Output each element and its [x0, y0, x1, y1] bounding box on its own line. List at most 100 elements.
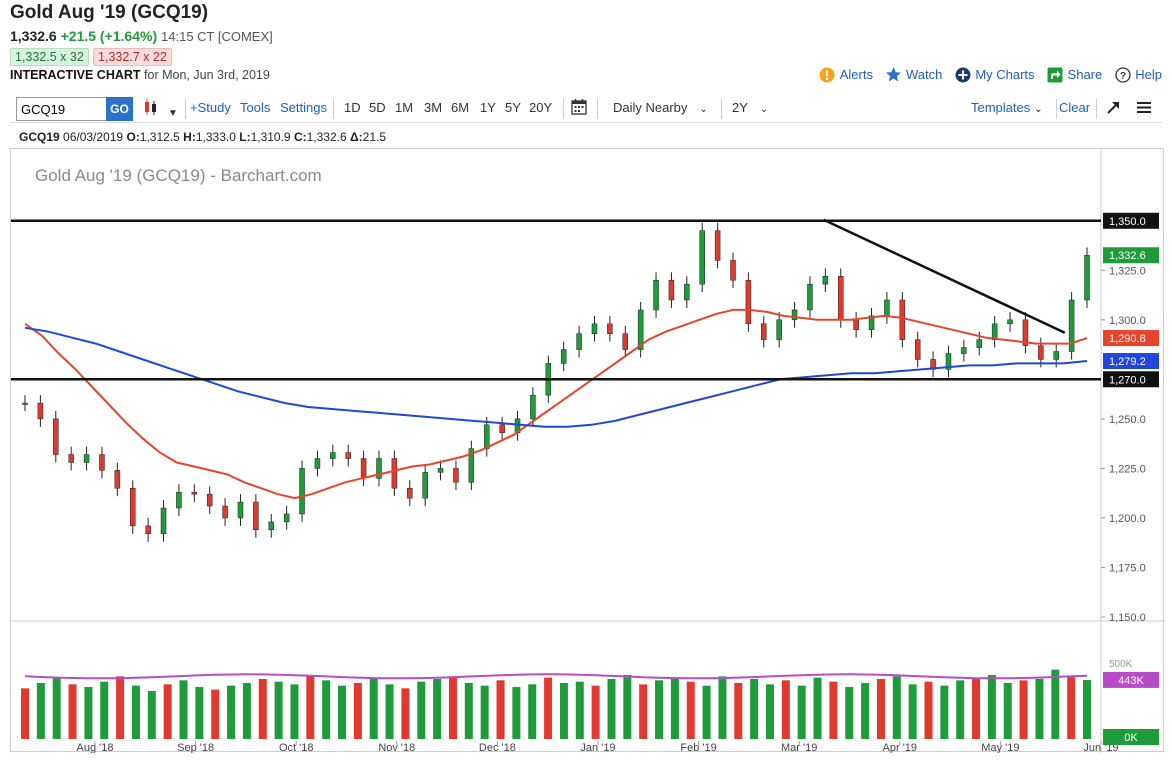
- candle-body: [176, 491, 182, 509]
- volume-bar: [670, 677, 679, 739]
- period-1m[interactable]: 1M: [395, 100, 414, 115]
- interactive-chart-label: INTERACTIVE CHART: [10, 68, 141, 82]
- volume-bar: [242, 683, 251, 739]
- candle-body: [129, 487, 136, 527]
- candle-body: [822, 275, 829, 285]
- period-5d[interactable]: 5D: [369, 100, 386, 115]
- ohlc-low: 1,310.9: [250, 130, 291, 144]
- expand-button[interactable]: [1106, 99, 1120, 118]
- candle-body: [314, 458, 321, 469]
- period-1d[interactable]: 1D: [344, 100, 361, 115]
- toolbar-divider: [185, 99, 186, 119]
- price-label-support: 1,270.0: [1109, 374, 1146, 386]
- symbol-input[interactable]: [16, 97, 110, 121]
- trend-line: [823, 218, 1066, 334]
- date-tick-label: Aug '18: [77, 742, 114, 753]
- candle-body: [899, 299, 906, 340]
- clear-button[interactable]: Clear: [1059, 100, 1091, 115]
- ohlc-date: 06/03/2019: [63, 130, 124, 144]
- toolbar-divider: [563, 99, 564, 119]
- share-link[interactable]: Share: [1047, 66, 1103, 83]
- price-change: +21.5 (+1.64%): [60, 28, 158, 44]
- price-tick-label: 1,175.0: [1109, 562, 1146, 574]
- candle-body: [422, 472, 428, 499]
- candle-body: [499, 424, 505, 434]
- period-3m[interactable]: 3M: [424, 100, 443, 115]
- tools-button[interactable]: Tools: [240, 100, 271, 115]
- period-20y[interactable]: 20Y: [529, 100, 553, 115]
- menu-button[interactable]: [1136, 99, 1152, 118]
- price-label-resistance-bg: [1103, 212, 1159, 229]
- candle-body: [961, 347, 967, 354]
- share-label: Share: [1067, 67, 1103, 82]
- price-tick-label: 1,225.0: [1109, 463, 1146, 475]
- add-study-button[interactable]: +Study: [190, 100, 231, 115]
- volume-bar: [987, 675, 996, 739]
- date-tick-label: Feb '19: [680, 742, 716, 753]
- volume-bar: [163, 684, 172, 739]
- volume-panel: 443K 0K 500K: [21, 659, 1159, 745]
- candle-body: [853, 319, 859, 330]
- candle-body: [391, 458, 398, 489]
- help-link[interactable]: ? Help: [1114, 66, 1162, 83]
- period-1y[interactable]: 1Y: [480, 100, 496, 115]
- volume-bar: [972, 677, 981, 739]
- volume-bar: [480, 685, 489, 739]
- svg-text:?: ?: [1120, 71, 1126, 82]
- templates-label: Templates: [971, 100, 1031, 115]
- go-button[interactable]: GO: [106, 97, 133, 121]
- candle-body: [776, 319, 782, 340]
- candle-body: [560, 349, 567, 364]
- settings-button[interactable]: Settings: [280, 100, 327, 115]
- price-label-support-bg: [1103, 371, 1159, 388]
- date-tick-label: May '19: [981, 742, 1019, 753]
- candle-body: [1022, 319, 1029, 346]
- volume-bar: [607, 679, 616, 739]
- chart-date: for Mon, Jun 3rd, 2019: [144, 68, 270, 82]
- volume-bar: [195, 687, 204, 739]
- chart-canvas[interactable]: Gold Aug '19 (GCQ19) - Barchart.com 1,32…: [11, 149, 1165, 754]
- plus-circle-icon: [954, 66, 971, 83]
- calendar-icon: [571, 99, 587, 115]
- page-title: Gold Aug '19 (GCQ19): [10, 2, 209, 23]
- candle-body: [714, 230, 721, 261]
- price-labels: 1,350.0 1,332.6 1,290.8 1,279.2 1,270.0: [1103, 212, 1159, 388]
- alerts-link[interactable]: Alerts: [819, 66, 873, 83]
- period-6m[interactable]: 6M: [451, 100, 470, 115]
- price-chart[interactable]: Gold Aug '19 (GCQ19) - Barchart.com 1,32…: [10, 148, 1165, 754]
- ohlc-readout: GCQ19 06/03/2019 O:1,312.5 H:1,333.0 L:1…: [19, 130, 386, 144]
- volume-bar: [84, 687, 93, 739]
- ma50-line: [24, 308, 1088, 500]
- chart-type-selector[interactable]: ▼: [142, 98, 178, 119]
- candle-body: [268, 521, 275, 531]
- calendar-button[interactable]: [571, 98, 587, 118]
- watch-link[interactable]: Watch: [885, 66, 942, 83]
- candle-body: [1084, 254, 1090, 301]
- my-charts-link[interactable]: My Charts: [954, 66, 1035, 83]
- range-value: 2Y: [732, 100, 748, 115]
- volume-bar: [21, 688, 29, 739]
- volume-bar: [290, 684, 299, 739]
- candle-body: [791, 309, 798, 321]
- volume-bar: [274, 681, 283, 739]
- ohlc-close-label: C:: [293, 130, 307, 144]
- chart-watermark: Gold Aug '19 (GCQ19) - Barchart.com: [35, 166, 322, 185]
- candle-body: [468, 448, 475, 483]
- candle-body: [1007, 319, 1013, 325]
- volume-bar: [306, 676, 315, 739]
- candle-body: [22, 402, 28, 405]
- ohlc-low-label: L:: [239, 130, 251, 144]
- period-5y[interactable]: 5Y: [505, 100, 521, 115]
- aggregation-select[interactable]: Daily Nearby ⌄: [613, 100, 708, 115]
- volume-bar: [702, 685, 711, 739]
- volume-label-0k: 0K: [1124, 732, 1138, 744]
- volume-bar: [797, 685, 806, 739]
- top-links: Alerts Watch My Charts Share ? Help: [819, 66, 1162, 83]
- candle-body: [53, 418, 59, 455]
- templates-button[interactable]: Templates ⌄: [971, 100, 1043, 115]
- candle-body: [837, 275, 844, 321]
- volume-bar: [448, 676, 457, 739]
- date-tick-label: Mar '19: [781, 742, 817, 753]
- chart-date-line: INTERACTIVE CHART for Mon, Jun 3rd, 2019: [10, 68, 270, 82]
- range-select[interactable]: 2Y ⌄: [732, 100, 768, 115]
